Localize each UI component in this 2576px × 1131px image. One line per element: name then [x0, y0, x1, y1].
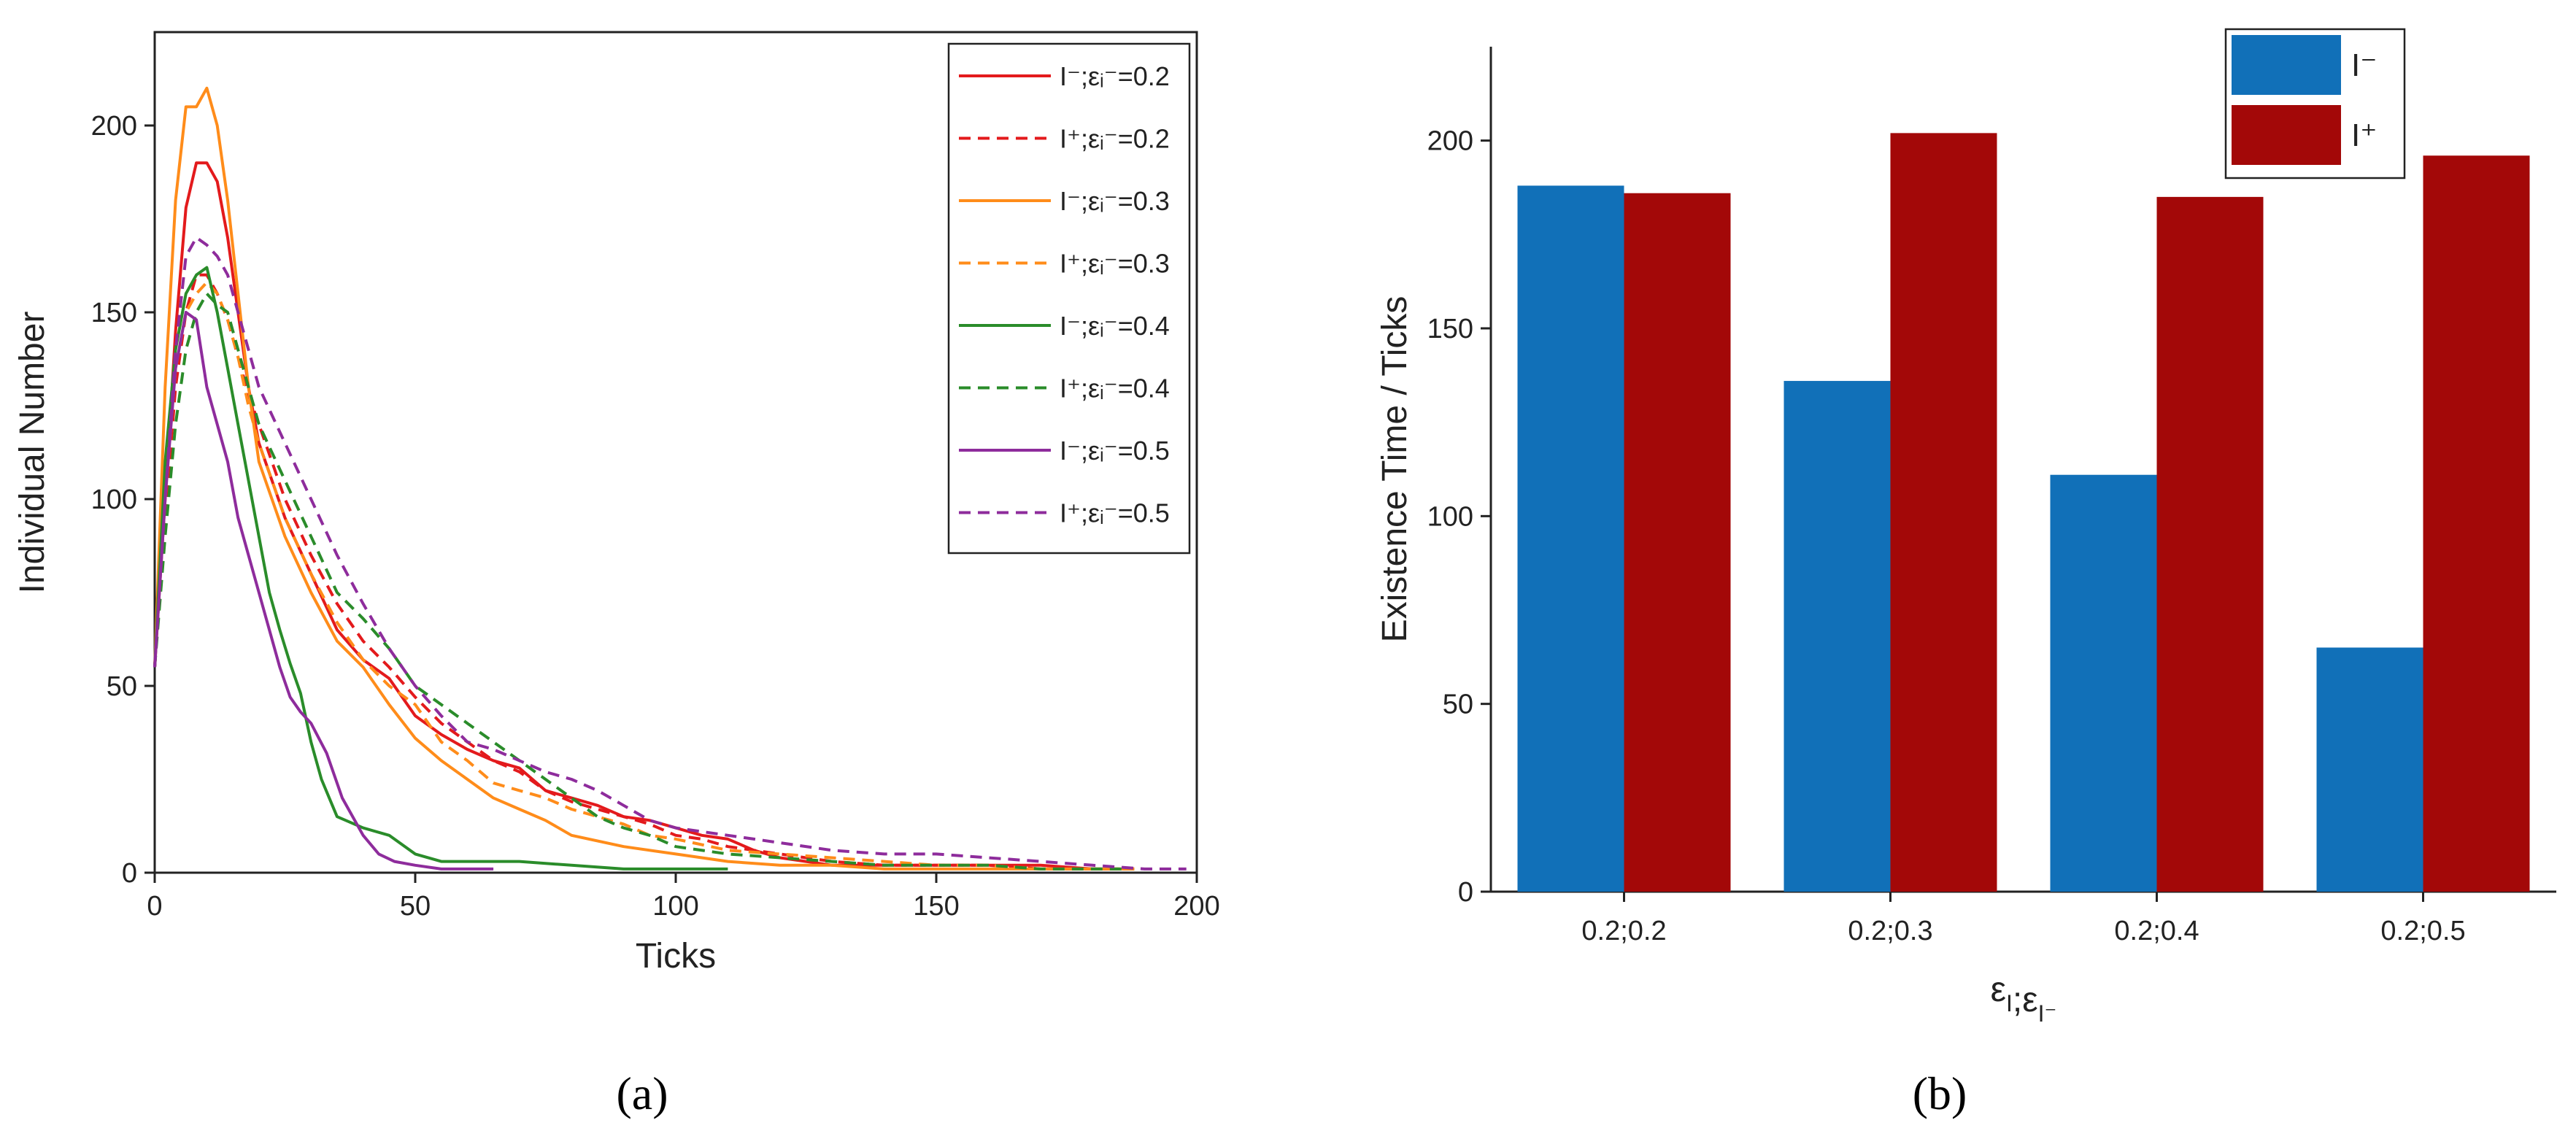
panel-label-a: (a): [616, 1068, 668, 1119]
legend-swatch: [2232, 35, 2341, 95]
bar-i-minus: [1517, 185, 1624, 892]
bar-i-plus: [2156, 196, 2264, 892]
y-tick-label: 50: [107, 671, 137, 702]
x-tick-label: 150: [913, 891, 959, 922]
bars: [1517, 133, 2530, 892]
legend-label: I⁺;εᵢ⁻=0.2: [1060, 124, 1170, 154]
series-line-7: [153, 311, 494, 871]
y-tick-label: 0: [122, 858, 137, 889]
bar-i-minus: [2050, 474, 2157, 892]
x-tick-label: 200: [1173, 891, 1219, 922]
x-tick-label: 0.2;0.2: [1581, 916, 1666, 946]
series-line-5: [153, 266, 728, 871]
series-line-6: [153, 292, 1124, 871]
legend-label: I⁻;εᵢ⁻=0.5: [1060, 436, 1170, 466]
y-axis-label: Existence Time / Ticks: [1376, 296, 1414, 643]
bar-i-plus: [2423, 155, 2530, 892]
x-axis-label: Ticks: [636, 937, 716, 976]
bar-chart: 0 50 100 150 200 0.2;0.2 0.2;0.3 0.2;0.4 0.2;0.5…: [1376, 28, 2556, 1119]
y-tick-label: 0: [1458, 877, 1473, 908]
y-tick-label: 100: [91, 485, 137, 515]
series-line-4: [153, 281, 1135, 871]
y-axis-label: Individual Number: [13, 312, 52, 594]
panel-label-b: (b): [1913, 1068, 1967, 1119]
bar-i-plus: [1624, 193, 1731, 892]
legend-b: I⁻ I⁺: [2224, 28, 2406, 180]
legend-label: I⁺;εᵢ⁻=0.5: [1060, 498, 1170, 528]
y-tick-label: 100: [1427, 501, 1473, 532]
figure-a: 0 50 100 150 200 0 50 100 150 200 I⁻;εᵢ⁻=0.2 I⁺;εᵢ…: [13, 31, 1220, 1119]
legend-label: I⁻: [2351, 47, 2377, 83]
legend-swatch: [2232, 105, 2341, 165]
series-lines: [153, 86, 1187, 871]
legend-label: I⁻;εᵢ⁻=0.4: [1060, 311, 1170, 341]
x-tick-label: 50: [400, 891, 431, 922]
figure-b: 0 50 100 150 200 0.2;0.2 0.2;0.3 0.2;0.4 0.2;0.5…: [1288, 0, 2576, 1131]
x-tick-label: 100: [652, 891, 698, 922]
x-axis-label: εI;εI⁻: [1991, 970, 2057, 1027]
line-chart: 0 50 100 150 200 0 50 100 150 200 I⁻;εᵢ⁻=0.2 I⁺;εᵢ…: [13, 31, 1220, 1119]
y-tick-label: 200: [1427, 126, 1473, 157]
y-tick-label: 200: [91, 111, 137, 142]
x-tick-label: 0.2;0.3: [1848, 916, 1932, 946]
legend-frame: [947, 42, 1191, 555]
legend-a: I⁻;εᵢ⁻=0.2 I⁺;εᵢ⁻=0.2 I⁻;εᵢ⁻=0.3 I⁺;εᵢ⁻=0.3…: [947, 42, 1191, 555]
bar-i-minus: [2316, 647, 2423, 892]
y-tick-label: 150: [91, 298, 137, 328]
x-tick-label: 0.2;0.5: [2380, 916, 2465, 946]
y-tick-label: 50: [1443, 690, 1473, 720]
axes-b: 0 50 100 150 200 0.2;0.2 0.2;0.3 0.2;0.4 0.2;0.5: [1427, 47, 2556, 946]
x-tick-label: 0: [147, 891, 162, 922]
series-line-3: [153, 86, 1135, 871]
bar-i-plus: [1890, 133, 1997, 892]
legend-label: I⁻;εᵢ⁻=0.3: [1060, 186, 1170, 216]
legend-label: I⁺;εᵢ⁻=0.3: [1060, 249, 1170, 279]
x-tick-label: 0.2;0.4: [2114, 916, 2199, 946]
legend-label: I⁻;εᵢ⁻=0.2: [1060, 61, 1170, 91]
bar-i-minus: [1783, 381, 1891, 892]
legend-label: I⁺: [2351, 117, 2377, 153]
y-tick-label: 150: [1427, 314, 1473, 344]
legend-label: I⁺;εᵢ⁻=0.4: [1060, 374, 1170, 404]
axes-a: 0 50 100 150 200 0 50 100 150 200: [91, 31, 1220, 922]
series-line-8: [153, 236, 1187, 871]
